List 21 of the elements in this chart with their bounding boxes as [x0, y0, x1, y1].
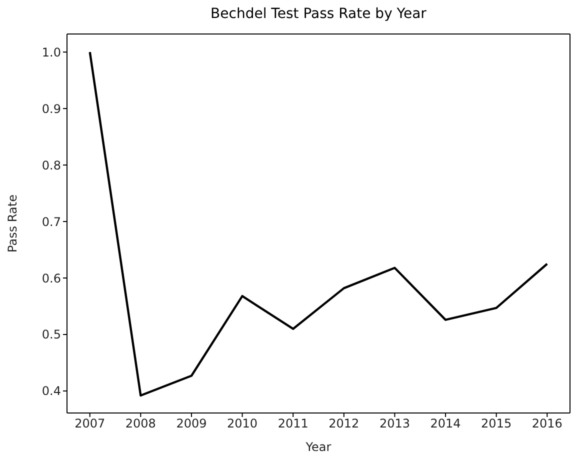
line-series: [88, 50, 548, 397]
y-tick-label: 0.4: [42, 384, 61, 398]
x-tick-label: 2015: [481, 416, 512, 431]
x-tick-label: 2012: [328, 416, 360, 431]
y-tick-label: 0.9: [42, 102, 61, 116]
x-tick-label: 2008: [125, 416, 156, 431]
x-axis-title: Year: [304, 440, 332, 453]
y-axis-title: Pass Rate: [5, 194, 20, 252]
y-tick-label: 0.7: [42, 214, 61, 229]
x-tick-label: 2010: [227, 416, 258, 431]
y-tick-label: 0.6: [42, 271, 61, 286]
y-tick-label: 1.0: [42, 45, 61, 60]
x-tick-label: 2011: [278, 416, 308, 431]
x-tick-label: 2013: [379, 416, 410, 431]
x-tick-label: 2007: [74, 416, 106, 431]
chart-title: Bechdel Test Pass Rate by Year: [210, 6, 428, 22]
x-tick-label: 2014: [430, 416, 461, 431]
x-tick-label: 2016: [532, 416, 562, 431]
y-tick-label: 0.5: [42, 328, 61, 342]
y-tick-label: 0.8: [42, 158, 61, 172]
x-tick-label: 2009: [176, 416, 207, 431]
